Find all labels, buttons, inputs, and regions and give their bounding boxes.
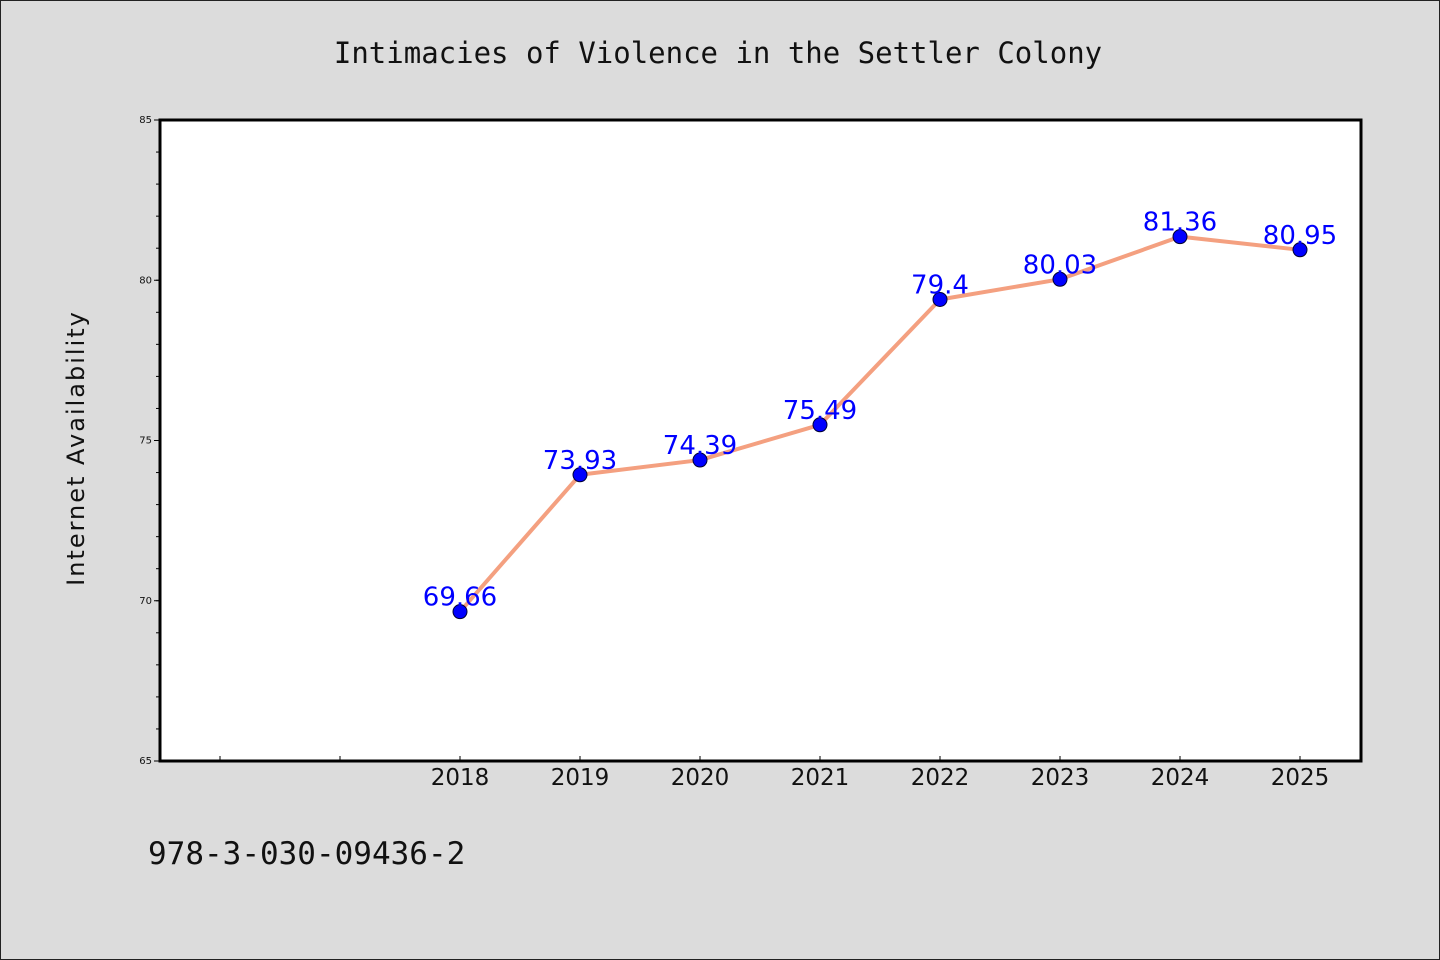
x-tick-label: 2023: [1031, 765, 1090, 791]
data-label: 69.66: [423, 583, 497, 613]
data-point: [572, 467, 588, 483]
y-axis-ticks: 65 70 75 80 85: [139, 115, 160, 767]
data-point: [932, 291, 948, 307]
series-layer: 69.66 73.93 74.39 75.49 79.4 80.03 81.36 80.95: [423, 208, 1337, 620]
data-label: 81.36: [1143, 208, 1217, 238]
data-label: 74.39: [663, 431, 737, 461]
x-axis-ticks: 2018 2019 2020 2021 2022 2023 2024 2025: [219, 756, 1330, 791]
data-point: [1172, 229, 1188, 245]
data-label: 80.03: [1023, 250, 1097, 280]
y-tick-label: 70: [139, 596, 152, 607]
x-tick-label: 2025: [1271, 765, 1330, 791]
x-tick-label: 2018: [431, 765, 490, 791]
x-tick-label: 2019: [551, 765, 610, 791]
series-line: [458, 234, 1302, 614]
x-tick-label: 2020: [671, 765, 730, 791]
x-tick-label: 2024: [1151, 765, 1210, 791]
y-tick-label: 75: [139, 436, 152, 447]
data-label: 73.93: [543, 446, 617, 476]
isbn-footer: 978-3-030-09436-2: [148, 836, 465, 872]
data-point: [812, 417, 828, 433]
chart-title: Intimacies of Violence in the Settler Co…: [334, 36, 1102, 70]
data-point: [1292, 242, 1308, 258]
x-tick-label: 2021: [791, 765, 850, 791]
data-point: [452, 604, 468, 620]
x-tick-label: 2022: [911, 765, 970, 791]
data-point: [1052, 271, 1068, 287]
y-axis-label: Internet Availability: [62, 310, 90, 586]
data-label: 79.4: [911, 270, 969, 300]
data-point: [692, 452, 708, 468]
y-tick-label: 65: [139, 756, 152, 767]
data-label: 75.49: [783, 396, 857, 426]
y-tick-label: 80: [139, 275, 152, 286]
y-tick-label: 85: [139, 115, 152, 126]
data-label: 80.95: [1263, 221, 1337, 251]
